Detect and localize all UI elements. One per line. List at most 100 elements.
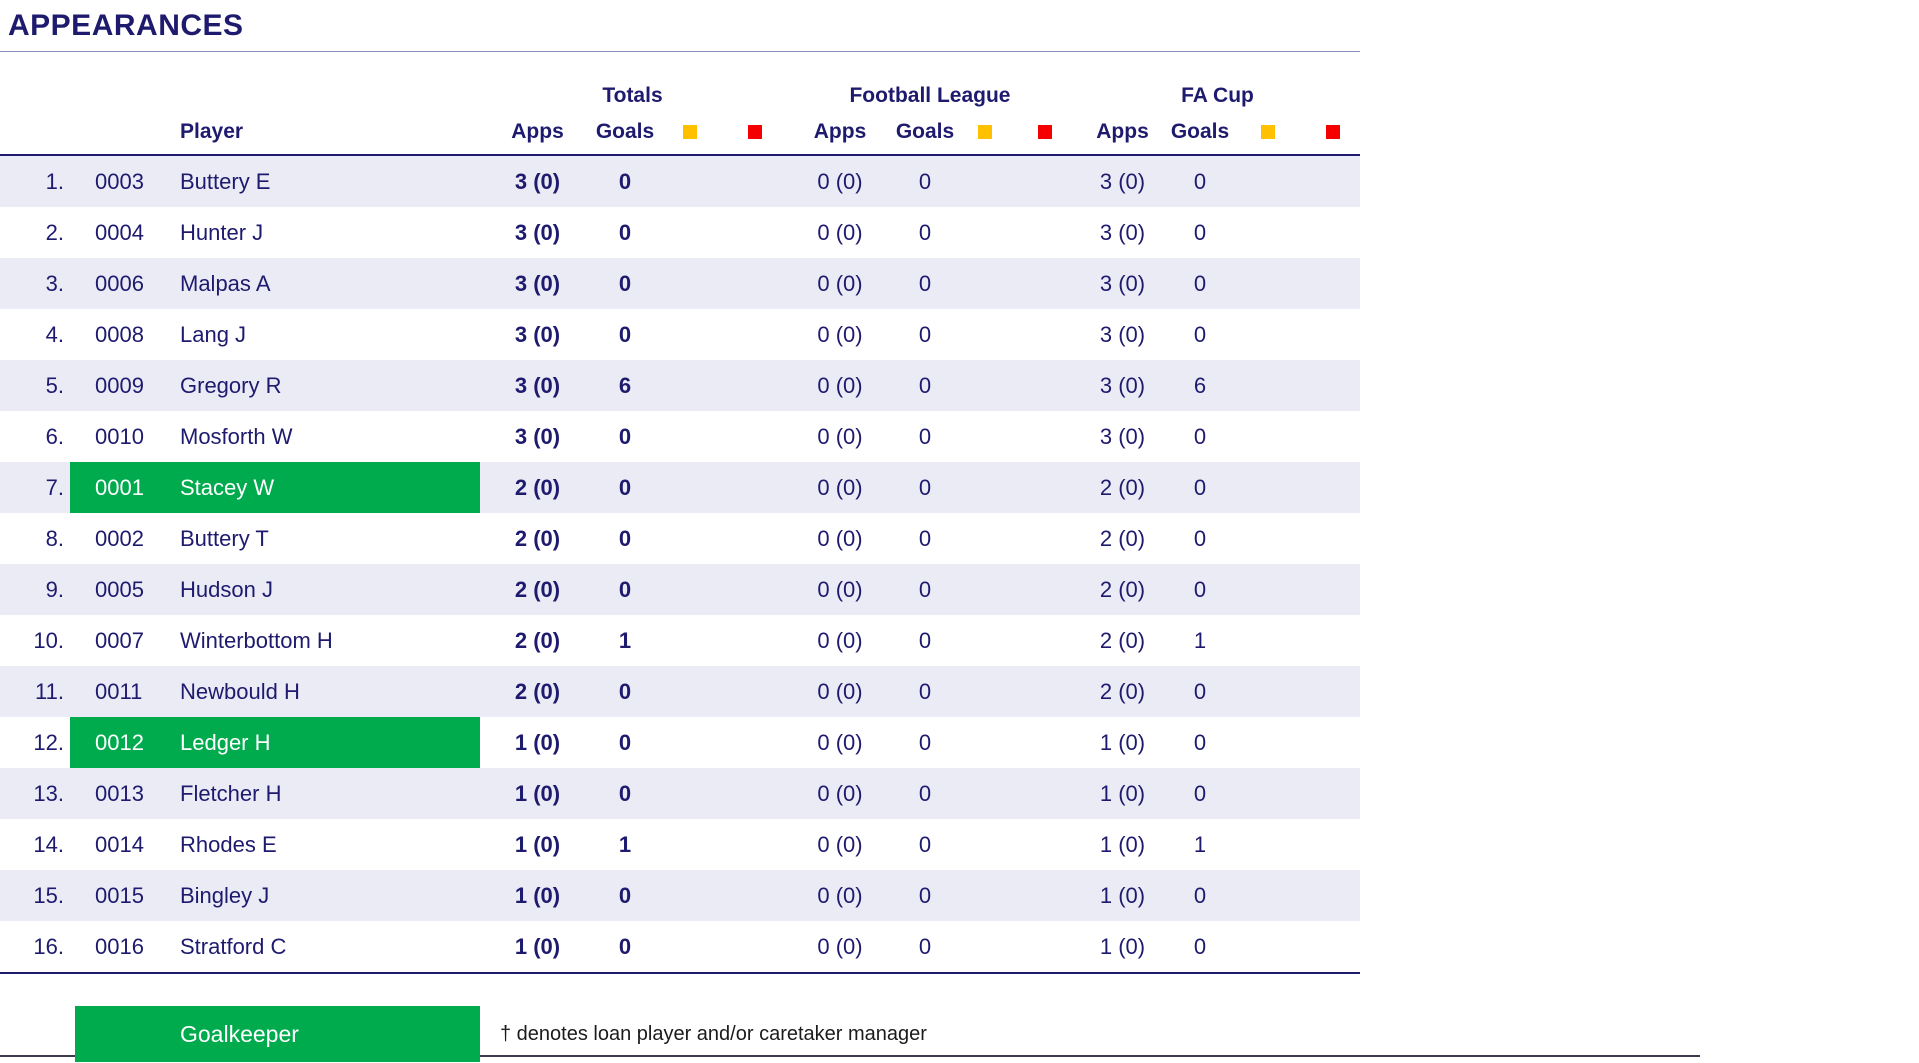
totals-goals: 0 [618,474,632,500]
row-rank: 14. [33,831,64,857]
football-league-apps: 0 (0) [817,678,863,704]
totals-apps: 3 (0) [514,321,561,347]
player-name: Buttery T [180,525,269,551]
player-name: Winterbottom H [180,627,333,653]
legend: Goalkeeper † denotes loan player and/or … [0,1006,1919,1062]
football-league-apps: 0 (0) [817,270,863,296]
totals-apps: 1 (0) [514,729,561,755]
totals-goals: 6 [618,372,632,398]
player-name: Newbould H [180,678,300,704]
player-name: Fletcher H [180,780,282,806]
table-row: 4. 0008 Lang J 3 (0) 0 0 (0) 0 3 (0) 0 [0,309,1360,360]
totals-apps: 1 (0) [514,933,561,959]
goalkeeper-legend-label: Goalkeeper [180,1020,299,1047]
player-id: 0003 [95,168,144,194]
player-name: Hudson J [180,576,273,602]
table-row: 14. 0014 Rhodes E 1 (0) 1 0 (0) 0 1 (0) 1 [0,819,1360,870]
row-rank: 8. [45,525,64,551]
player-name: Bingley J [180,882,270,908]
football-league-goals: 0 [918,831,932,857]
red-card-icon [1038,125,1052,140]
fa-cup-apps: 2 (0) [1099,474,1146,500]
football-league-apps: 0 (0) [817,729,863,755]
row-rank: 13. [33,780,64,806]
table-row: 15. 0015 Bingley J 1 (0) 0 0 (0) 0 1 (0) 0 [0,870,1360,921]
group-title-totals: Totals [602,84,663,107]
totals-goals: 0 [618,933,632,959]
football-league-goals: 0 [918,678,932,704]
football-league-goals: 0 [918,423,932,449]
football-league-apps: 0 (0) [817,780,863,806]
group-title-football-league: Football League [849,84,1011,107]
football-league-apps: 0 (0) [817,831,863,857]
row-rank: 2. [45,219,64,245]
totals-apps: 3 (0) [514,372,561,398]
fa-cup-goals: 6 [1193,372,1207,398]
row-rank: 11. [35,678,64,704]
row-rank: 4. [45,321,64,347]
football-league-apps: 0 (0) [817,576,863,602]
goalkeeper-legend-swatch: Goalkeeper [75,1006,480,1062]
page-bottom-divider [0,1055,1700,1057]
row-rank: 10. [33,627,64,653]
red-card-icon [748,125,762,140]
totals-apps: 2 (0) [514,525,561,551]
fa-cup-goals: 0 [1193,219,1207,245]
player-name: Stacey W [160,462,480,513]
fa-cup-goals: 0 [1193,270,1207,296]
totals-goals: 0 [618,780,632,806]
totals-goals: 1 [618,831,632,857]
football-league-apps: 0 (0) [817,474,863,500]
row-rank: 15. [33,882,64,908]
totals-apps: 3 (0) [514,270,561,296]
table-row: 6. 0010 Mosforth W 3 (0) 0 0 (0) 0 3 (0) 0 [0,411,1360,462]
red-card-icon [1325,125,1340,140]
football-league-goals: 0 [918,168,932,194]
fa-cup-apps: 2 (0) [1099,525,1146,551]
fa-cup-apps: 3 (0) [1099,219,1146,245]
table-body: 1. 0003 Buttery E 3 (0) 0 0 (0) 0 3 (0) 0 2. 0004 H… [0,156,1360,974]
table-row: 9. 0005 Hudson J 2 (0) 0 0 (0) 0 2 (0) 0 [0,564,1360,615]
fa-cup-apps: 3 (0) [1099,321,1146,347]
player-id: 0009 [95,372,144,398]
fa-cup-goals: 1 [1193,627,1207,653]
header-totals-apps: Apps [511,120,564,143]
football-league-apps: 0 (0) [817,525,863,551]
football-league-goals: 0 [918,933,932,959]
header-player: Player [180,120,244,143]
totals-apps: 2 (0) [514,474,561,500]
player-id: 0007 [95,627,144,653]
fa-cup-goals: 1 [1193,831,1207,857]
totals-goals: 0 [618,678,632,704]
football-league-goals: 0 [918,576,932,602]
totals-goals: 0 [618,423,632,449]
table-row: 7. 0001 Stacey W 2 (0) 0 0 (0) 0 2 (0) 0 [0,462,1360,513]
totals-goals: 0 [618,219,632,245]
table-row: 13. 0013 Fletcher H 1 (0) 0 0 (0) 0 1 (0) 0 [0,768,1360,819]
fa-cup-goals: 0 [1193,780,1207,806]
page-title: APPEARANCES [8,9,244,42]
yellow-card-icon [978,125,992,140]
player-id: 0008 [95,321,144,347]
player-id: 0015 [95,882,144,908]
fa-cup-goals: 0 [1193,168,1207,194]
fa-cup-apps: 1 (0) [1099,780,1146,806]
football-league-goals: 0 [918,321,932,347]
header-football-league-goals: Goals [895,120,955,143]
player-id: 0006 [95,270,144,296]
totals-apps: 1 (0) [514,831,561,857]
column-label-row: Player Apps Goals Apps Goals Apps Goals [0,110,1360,154]
table-row: 1. 0003 Buttery E 3 (0) 0 0 (0) 0 3 (0) 0 [0,156,1360,207]
football-league-goals: 0 [918,372,932,398]
totals-goals: 0 [618,321,632,347]
fa-cup-apps: 3 (0) [1099,372,1146,398]
player-name: Mosforth W [180,423,293,449]
row-rank: 16. [33,933,64,959]
totals-goals: 0 [618,576,632,602]
totals-apps: 2 (0) [514,678,561,704]
fa-cup-apps: 2 (0) [1099,576,1146,602]
appearances-table: Totals Football League FA Cup Player App… [0,52,1360,974]
player-id: 0013 [95,780,144,806]
player-id: 0005 [95,576,144,602]
